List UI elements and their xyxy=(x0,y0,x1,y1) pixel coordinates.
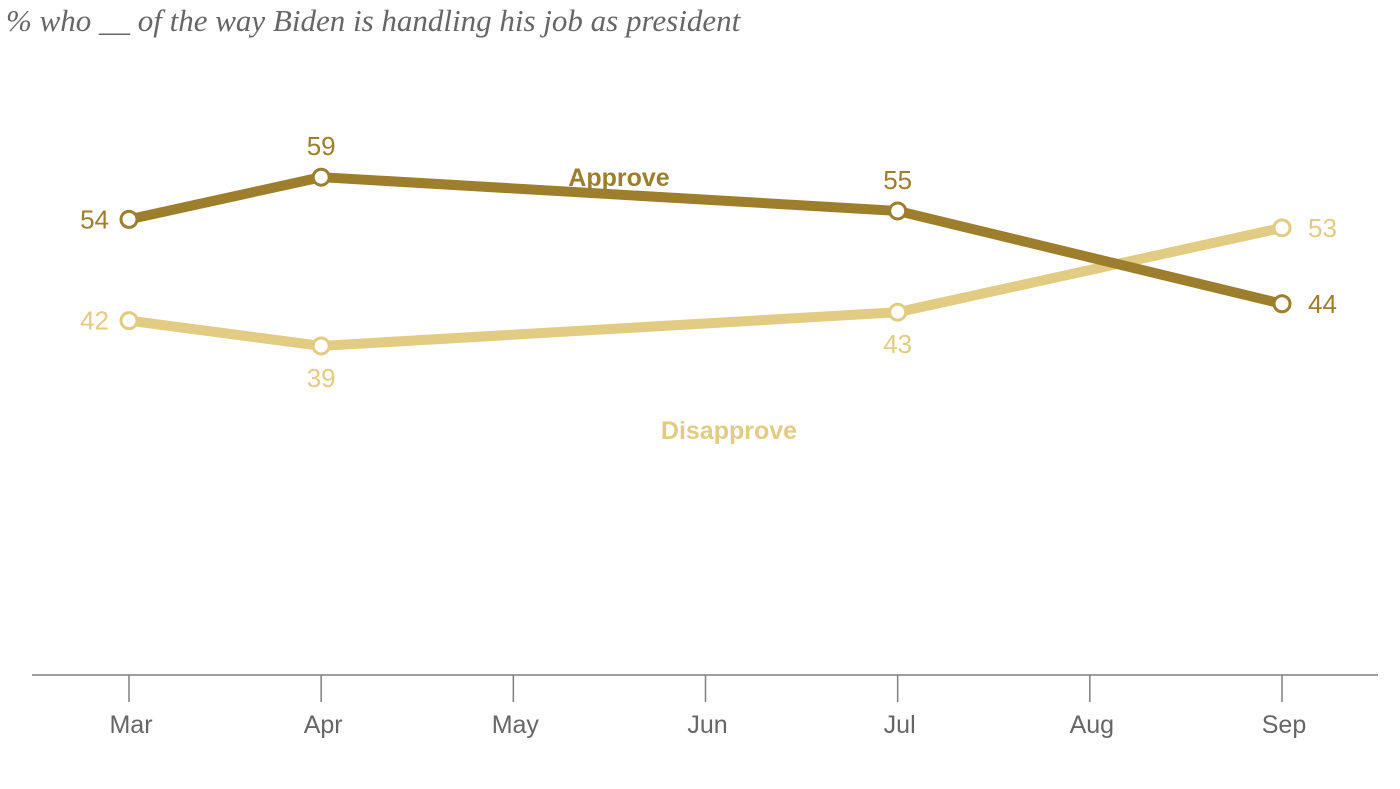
x-tick-label: Jun xyxy=(687,711,727,739)
data-points xyxy=(119,167,1292,356)
data-point-disapprove xyxy=(1272,218,1292,238)
x-tick-label: May xyxy=(492,711,540,739)
data-point-disapprove xyxy=(119,311,139,331)
series-label-approve: Approve xyxy=(568,164,670,192)
data-label-disapprove: 39 xyxy=(307,363,336,393)
x-tick-label: Aug xyxy=(1070,711,1114,739)
x-tick-label: Mar xyxy=(109,711,152,739)
data-label-approve: 54 xyxy=(80,204,109,234)
series-lines xyxy=(124,172,1287,351)
data-point-approve xyxy=(311,167,331,187)
data-label-approve: 59 xyxy=(307,131,336,161)
x-tick-label: Apr xyxy=(304,711,343,739)
chart-subtitle: % who __ of the way Biden is handling hi… xyxy=(6,3,742,38)
data-label-disapprove: 43 xyxy=(883,329,912,359)
x-tick-label: Sep xyxy=(1262,711,1306,739)
series-line-disapprove xyxy=(124,222,1287,351)
data-label-disapprove: 42 xyxy=(80,306,109,336)
data-label-approve: 44 xyxy=(1308,289,1337,319)
data-point-approve xyxy=(888,201,908,221)
data-label-approve: 55 xyxy=(883,165,912,195)
x-tick-label: Jul xyxy=(884,711,916,739)
x-axis: Mar Apr May Jun Jul Aug Sep xyxy=(32,674,1378,739)
data-point-disapprove xyxy=(888,302,908,322)
data-labels: 54 59 55 44 42 39 43 53 xyxy=(80,131,1337,393)
data-point-disapprove xyxy=(311,336,331,356)
data-point-approve xyxy=(119,209,139,229)
series-labels: Approve Disapprove xyxy=(568,164,797,445)
data-label-disapprove: 53 xyxy=(1308,213,1337,243)
series-line-approve xyxy=(124,172,1287,309)
series-label-disapprove: Disapprove xyxy=(661,417,797,445)
data-point-approve xyxy=(1272,294,1292,314)
